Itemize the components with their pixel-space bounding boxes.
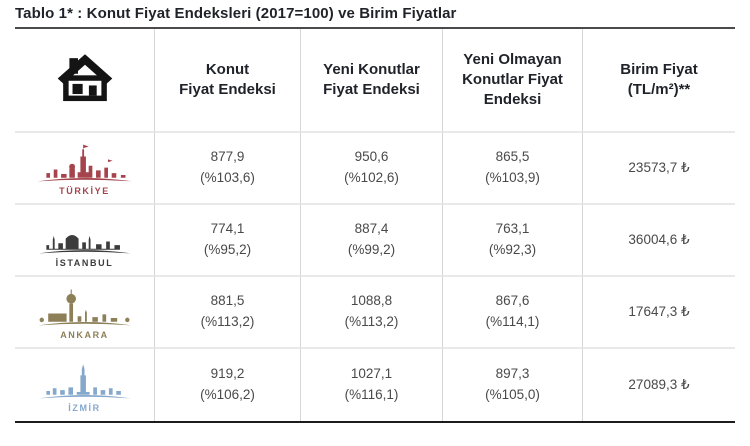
header-cell-yeni-olmayan: Yeni Olmayan Konutlar Fiyat Endeksi [443, 29, 583, 133]
unit-price: 36004,6 ₺ [628, 232, 690, 247]
unit-price: 23573,7 ₺ [628, 160, 690, 175]
city-label-ankara: ANKARA [60, 330, 109, 340]
unit-price: 27089,3 ₺ [628, 377, 690, 392]
cell-ankara-yeni-konutlar: 1088,8 (%113,2) [301, 277, 443, 349]
index-pct: (%105,0) [485, 387, 540, 402]
cell-ankara-yeni-olmayan: 867,6 (%114,1) [443, 277, 583, 349]
index-value: 867,6 [495, 293, 530, 309]
index-value: 887,4 [354, 221, 389, 237]
index-value: 774,1 [210, 221, 245, 237]
page-title: Tablo 1* : Konut Fiyat Endeksleri (2017=… [15, 5, 457, 22]
cell-istanbul-konut: 774,1 (%95,2) [155, 205, 301, 277]
cell-istanbul-yeni-konutlar: 887,4 (%99,2) [301, 205, 443, 277]
city-label-istanbul: İSTANBUL [55, 258, 114, 268]
index-value: 897,3 [495, 366, 530, 382]
index-pct: (%102,6) [344, 170, 399, 185]
house-icon [57, 54, 112, 102]
unit-price: 17647,3 ₺ [628, 304, 690, 319]
index-value: 865,5 [495, 149, 530, 165]
index-value: 1027,1 [350, 366, 393, 382]
index-pct: (%114,1) [485, 314, 540, 329]
index-pct: (%116,1) [344, 387, 399, 402]
index-value: 950,6 [354, 149, 389, 165]
ankara-skyline-icon [37, 289, 132, 326]
cell-turkiye-yeni-olmayan: 865,5 (%103,9) [443, 133, 583, 205]
istanbul-skyline-icon [38, 235, 131, 254]
city-cell-izmir: İZMİR [15, 349, 155, 421]
index-pct: (%92,3) [488, 242, 537, 257]
city-cell-ankara: ANKARA [15, 277, 155, 349]
cell-izmir-birim-fiyat: 27089,3 ₺ [583, 349, 735, 421]
cell-izmir-yeni-konutlar: 1027,1 (%116,1) [301, 349, 443, 421]
cell-izmir-konut: 919,2 (%106,2) [155, 349, 301, 421]
index-value: 763,1 [495, 221, 530, 237]
cell-turkiye-konut: 877,9 (%103,6) [155, 133, 301, 205]
header-cell-yeni-konutlar: Yeni Konutlar Fiyat Endeksi [301, 29, 443, 133]
city-cell-istanbul: İSTANBUL [15, 205, 155, 277]
cell-ankara-birim-fiyat: 17647,3 ₺ [583, 277, 735, 349]
turkiye-skyline-icon [36, 144, 133, 182]
city-cell-turkiye: TÜRKİYE [15, 133, 155, 205]
index-value: 877,9 [210, 149, 245, 165]
header-cell-konut-fiyat-endeksi: Konut Fiyat Endeksi [155, 29, 301, 133]
cell-istanbul-yeni-olmayan: 763,1 (%92,3) [443, 205, 583, 277]
index-pct: (%106,2) [200, 387, 255, 402]
index-pct: (%113,2) [200, 314, 255, 329]
cell-turkiye-birim-fiyat: 23573,7 ₺ [583, 133, 735, 205]
cell-istanbul-birim-fiyat: 36004,6 ₺ [583, 205, 735, 277]
index-value: 1088,8 [350, 293, 393, 309]
cell-izmir-yeni-olmayan: 897,3 (%105,0) [443, 349, 583, 421]
index-value: 881,5 [210, 293, 245, 309]
index-pct: (%113,2) [344, 314, 399, 329]
header-cell-birim-fiyat: Birim Fiyat (TL/m²)** [583, 29, 735, 133]
index-value: 919,2 [210, 366, 245, 382]
cell-turkiye-yeni-konutlar: 950,6 (%102,6) [301, 133, 443, 205]
index-pct: (%99,2) [347, 242, 396, 257]
header-cell-house [15, 29, 155, 133]
table-grid: Konut Fiyat Endeksi Yeni Konutlar Fiyat … [15, 29, 735, 421]
index-pct: (%103,6) [200, 170, 255, 185]
cell-ankara-konut: 881,5 (%113,2) [155, 277, 301, 349]
city-label-izmir: İZMİR [68, 403, 101, 413]
city-label-turkiye: TÜRKİYE [59, 186, 110, 196]
index-pct: (%103,9) [485, 170, 540, 185]
housing-price-table: Konut Fiyat Endeksi Yeni Konutlar Fiyat … [15, 27, 735, 423]
izmir-skyline-icon [38, 364, 131, 399]
index-pct: (%95,2) [203, 242, 252, 257]
